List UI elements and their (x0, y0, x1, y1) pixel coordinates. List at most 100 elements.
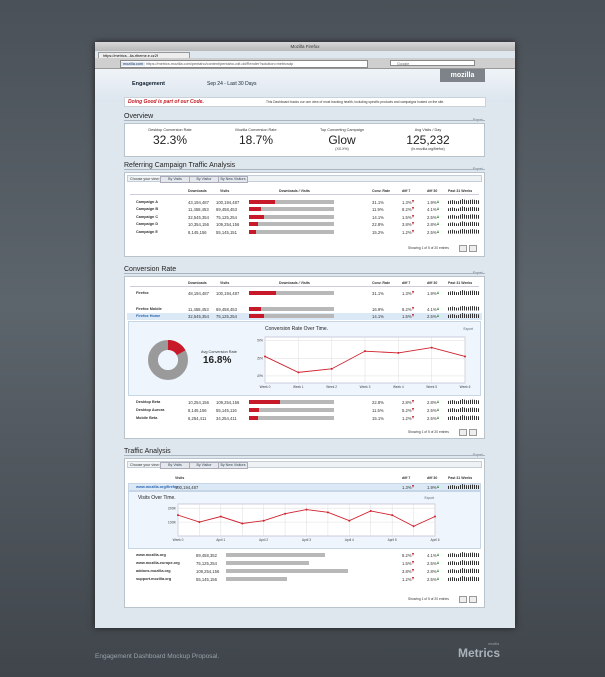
pie-label: Avg Conversion Rate (201, 350, 237, 354)
visits: 100,194,487 (216, 291, 240, 296)
view-tab[interactable]: By New Visitors (218, 462, 248, 469)
row-name: Desktop Beta (136, 400, 161, 404)
x-tick-label: Week 0 (260, 385, 271, 389)
downloads: 11,458,453 (188, 207, 209, 213)
view-tab[interactable]: By Visits (160, 462, 190, 469)
sparkline (448, 576, 480, 581)
pager-next[interactable] (469, 429, 477, 436)
sparkline (448, 305, 480, 311)
column-header: Downloads (188, 281, 207, 285)
arrow-up (437, 200, 439, 203)
visits: 69,458,453 (216, 207, 237, 213)
arrow-up (437, 400, 439, 403)
point (305, 508, 308, 511)
conv-rate: 22.8% (372, 222, 384, 228)
view-tab[interactable]: By New Visitors (218, 176, 248, 183)
diff-7: 1.5% (402, 314, 412, 319)
point (241, 522, 244, 525)
visits: 34,254,411 (216, 416, 237, 421)
view-tab[interactable]: By Visits (160, 176, 190, 183)
url-bar[interactable]: mozilla.com https://metrics.mozilla.com/… (120, 60, 368, 68)
diff-30: 1.9% (427, 291, 437, 296)
visits: 100,194,487 (175, 485, 199, 490)
chart: 20% 15% 10% Week 0 Week 1 Week 2 Week 3 Week 4 W… (257, 326, 473, 389)
downloads: 32,545,354 (188, 214, 209, 220)
diff-7: 5.2% (402, 408, 412, 413)
view-tab[interactable]: By Visitor (189, 176, 219, 183)
row-name: www.mozilla.org/firefox (136, 485, 179, 489)
diff-7: 8.2% (402, 553, 412, 558)
pager-prev[interactable] (459, 429, 467, 436)
row-name: Mobile Beta (136, 416, 158, 420)
slogan-bar (124, 97, 486, 107)
chart-export: Export (424, 496, 434, 500)
kpi-value: 125,232 (406, 133, 450, 147)
pager-next[interactable] (469, 596, 477, 603)
point (326, 511, 329, 514)
y-tick-label: 200K (168, 506, 177, 510)
bar-track (249, 314, 334, 318)
pager: Showing 1 of 5 of 20 entries (408, 597, 449, 601)
pager-prev[interactable] (459, 245, 467, 252)
bar (226, 561, 310, 565)
conv-rate: 11.9% (372, 207, 384, 213)
diff-30: 4.1% (427, 207, 437, 213)
view-tab[interactable]: By Visitor (189, 462, 219, 469)
diff-7: 2.8% (402, 400, 412, 405)
row-name: Firefox Mobile (136, 306, 162, 311)
bar-track (249, 207, 334, 212)
diff-30: 2.5% (427, 416, 437, 421)
conv-rate: 14.1% (372, 214, 384, 220)
arrow-up (437, 222, 439, 226)
kpi-note: (XX.X%) (335, 147, 349, 151)
arrow-down (412, 553, 414, 556)
row-name: Desktop Aurora (136, 408, 165, 412)
conv-rate: 31.1% (372, 291, 384, 296)
row-name: Campaign B (136, 207, 159, 212)
sparkline (448, 221, 480, 227)
brand: Metrics (458, 646, 501, 660)
arrow-up (437, 569, 439, 572)
visits: 55,145,156 (196, 577, 217, 582)
row-name: support.mozilla.org (136, 577, 172, 581)
bar (249, 408, 260, 412)
downloads: 10,354,156 (188, 222, 209, 228)
column-header: Visits (175, 476, 185, 480)
visits: 109,254,156 (216, 222, 240, 228)
point (297, 371, 300, 374)
column-header: Past 31 Weeks (448, 189, 473, 193)
tab[interactable]: https://metrics...lla-rtheme.e.cz2f (98, 52, 190, 58)
date-range[interactable]: Sep 24 - Last 30 Days (207, 81, 257, 87)
diff-30: 2.5% (427, 214, 437, 220)
section-rule (124, 169, 485, 170)
chart-export: Export (463, 327, 473, 331)
sparkline (448, 290, 480, 295)
pie-slice (148, 340, 188, 380)
diff-7: 8.2% (402, 306, 412, 312)
chart (148, 340, 188, 380)
x-tick-label: April 6 (430, 538, 439, 542)
downloads: 48,194,487 (188, 291, 209, 296)
column-header: Past 31 Weeks (448, 281, 473, 285)
search-box[interactable]: Google (390, 60, 475, 66)
sparkline (448, 213, 480, 219)
pager-next[interactable] (469, 245, 477, 252)
conv-rate: 16.9% (372, 306, 384, 312)
sparkline (448, 199, 480, 204)
point (330, 367, 333, 370)
section-title: Conversion Rate (124, 266, 177, 273)
column-header: diff 7 (402, 189, 411, 193)
conv-rate: 22.8% (372, 400, 384, 405)
pager-prev[interactable] (459, 596, 467, 603)
conv-rate: 15.1% (372, 416, 384, 421)
title-bar (95, 42, 515, 51)
column-header: Visits (220, 281, 230, 285)
arrow-up (437, 207, 439, 211)
arrow-up (437, 577, 439, 580)
bar (249, 214, 265, 219)
arrow-down (412, 229, 414, 233)
row-name: www.mozilla-europe.org (136, 561, 180, 565)
arrow-up (437, 314, 439, 317)
point (364, 350, 366, 353)
arrow-up (437, 553, 439, 556)
